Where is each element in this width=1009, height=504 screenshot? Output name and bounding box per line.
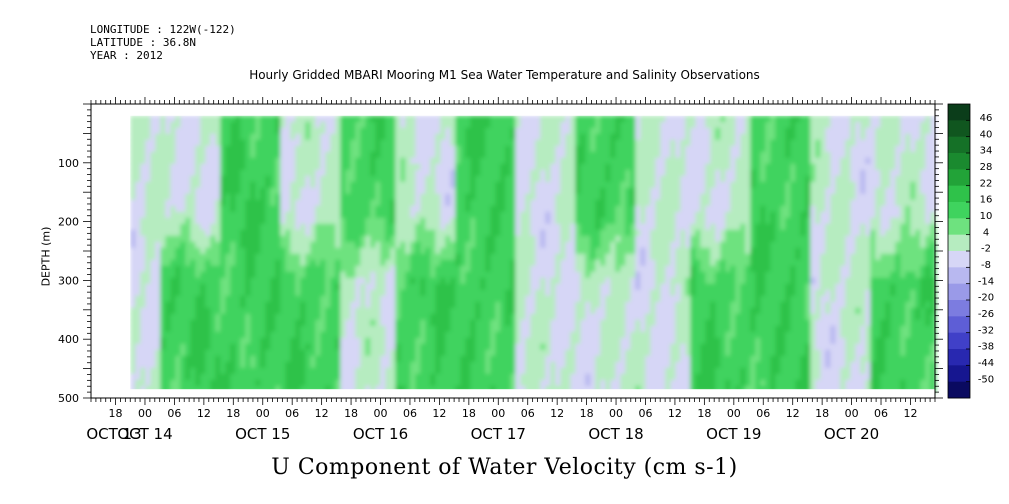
colorbar: 46 40 34 28 22 16 10 4 -2 -8 -14 -20 -26 -32 -38 -44 -50 — [947, 103, 994, 399]
colorbar-label: 40 — [980, 129, 993, 140]
x-date-label: OCT 17 — [471, 425, 526, 443]
colorbar-label: 28 — [980, 162, 993, 173]
colorbar-swatch — [948, 251, 970, 268]
x-tick-label: 00 — [609, 407, 623, 420]
latitude-label: LATITUDE : 36.8N — [90, 36, 196, 49]
colorbar-swatch — [948, 365, 970, 383]
colorbar-label: -38 — [978, 342, 994, 353]
colorbar-label: 16 — [980, 195, 993, 206]
colorbar-swatch — [948, 202, 970, 219]
x-tick-label: 00 — [727, 407, 741, 420]
chart-title: Hourly Gridded MBARI Mooring M1 Sea Wate… — [249, 68, 760, 82]
x-date-label: OCT 14 — [117, 425, 172, 443]
x-date-label: OCT 13 — [86, 425, 141, 443]
x-tick-label: 12 — [432, 407, 446, 420]
x-tick-label: 18 — [226, 407, 240, 420]
colorbar-swatch — [948, 136, 970, 154]
colorbar-swatch — [948, 267, 970, 285]
colorbar-swatch — [948, 349, 970, 366]
colorbar-swatch — [948, 332, 970, 350]
x-tick-label: 06 — [874, 407, 888, 420]
x-axis: 18 00 06 12 18 00 06 12 18 00 06 12 18 00 06 12 18 00 06 12… — [86, 97, 936, 443]
colorbar-swatch — [948, 153, 970, 170]
x-date-label: OCT 18 — [588, 425, 643, 443]
y-tick-label: 500 — [58, 392, 79, 405]
x-date-label: OCT 15 — [235, 425, 290, 443]
colorbar-label: 22 — [980, 178, 993, 189]
colorbar-label: -26 — [978, 309, 994, 320]
colorbar-swatch — [948, 169, 970, 187]
x-date-label: OCT 19 — [706, 425, 761, 443]
colorbar-swatch — [948, 234, 970, 252]
colorbar-label: -14 — [978, 276, 994, 287]
x-axis-title: U Component of Water Velocity (cm s-1) — [271, 455, 738, 480]
x-tick-label: 00 — [845, 407, 859, 420]
year-label: YEAR : 2012 — [90, 49, 163, 62]
x-tick-label: 18 — [462, 407, 476, 420]
x-tick-label: 18 — [580, 407, 594, 420]
y-tick-label: 300 — [58, 274, 79, 287]
x-tick-label: 00 — [138, 407, 152, 420]
x-date-label: OCT 16 — [353, 425, 408, 443]
heatmap-mask — [91, 104, 935, 398]
colorbar-label: 46 — [980, 113, 993, 124]
colorbar-label: 34 — [980, 146, 993, 157]
x-tick-label: 06 — [285, 407, 299, 420]
x-tick-label: 00 — [256, 407, 270, 420]
y-tick-label: 200 — [58, 216, 79, 229]
colorbar-swatch — [948, 300, 970, 317]
heatmap-cells — [130, 115, 936, 393]
colorbar-swatch — [948, 120, 970, 138]
heatmap-field — [91, 104, 936, 398]
x-tick-label: 06 — [167, 407, 181, 420]
colorbar-swatch — [948, 104, 970, 121]
x-tick-label: 00 — [374, 407, 388, 420]
colorbar-label: -2 — [981, 244, 991, 255]
colorbar-label: -20 — [978, 293, 994, 304]
x-tick-label: 00 — [491, 407, 505, 420]
colorbar-label: -50 — [978, 374, 994, 385]
x-tick-label: 18 — [344, 407, 358, 420]
colorbar-label: -8 — [981, 260, 991, 271]
colorbar-label: 4 — [983, 227, 989, 238]
x-tick-label: 12 — [903, 407, 917, 420]
x-tick-label: 06 — [521, 407, 535, 420]
x-tick-label: 12 — [315, 407, 329, 420]
x-tick-label: 12 — [786, 407, 800, 420]
colorbar-swatch — [948, 283, 970, 301]
colorbar-swatch — [948, 316, 970, 334]
x-tick-label: 12 — [197, 407, 211, 420]
x-tick-label: 18 — [815, 407, 829, 420]
y-axis: 100 200 300 400 500 — [58, 103, 943, 405]
x-tick-label: 06 — [756, 407, 770, 420]
colorbar-swatch — [948, 218, 970, 236]
x-tick-label: 12 — [668, 407, 682, 420]
longitude-label: LONGITUDE : 122W(-122) — [90, 23, 236, 36]
y-tick-label: 100 — [58, 157, 79, 170]
x-tick-label: 18 — [697, 407, 711, 420]
x-tick-label: 06 — [403, 407, 417, 420]
colorbar-label: -32 — [978, 325, 994, 336]
colorbar-label: 10 — [980, 211, 993, 222]
colorbar-swatch — [948, 381, 970, 399]
colorbar-label: -44 — [978, 358, 994, 369]
colorbar-swatch — [948, 185, 970, 203]
x-tick-label: 06 — [638, 407, 652, 420]
y-tick-label: 400 — [58, 333, 79, 346]
x-date-label: OCT 20 — [824, 425, 879, 443]
x-tick-label: 18 — [109, 407, 123, 420]
x-tick-label: 12 — [550, 407, 564, 420]
